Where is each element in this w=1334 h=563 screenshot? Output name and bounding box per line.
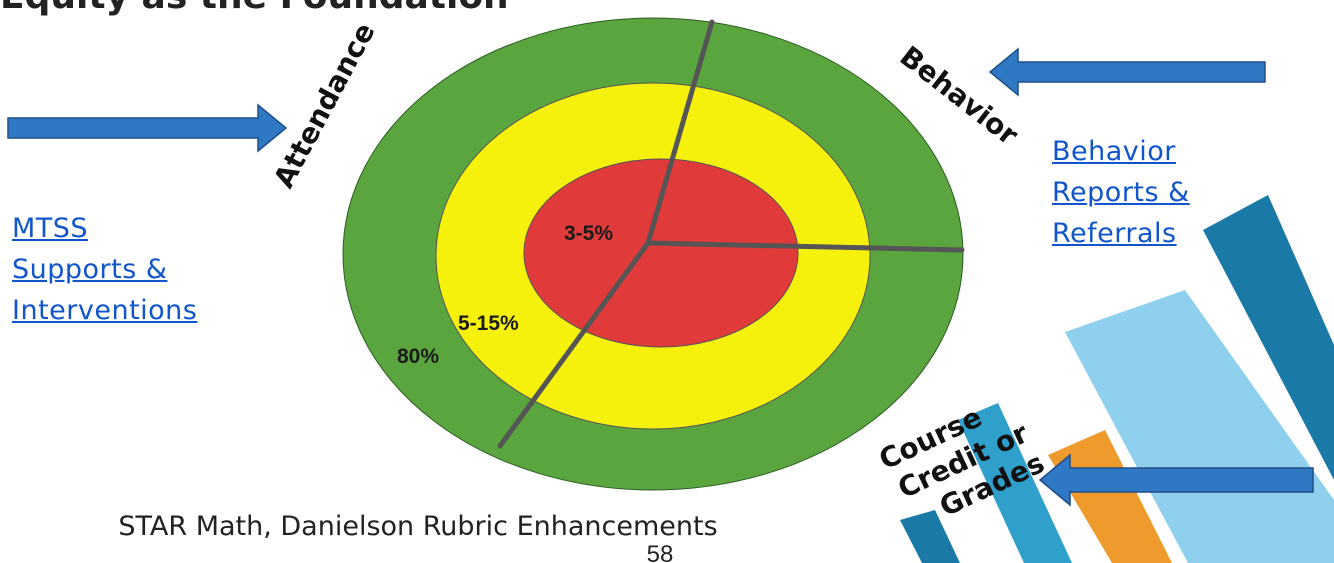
behavior-link[interactable]: Behavior Reports & Referrals bbox=[1052, 131, 1190, 254]
link-line[interactable]: Referrals bbox=[1052, 213, 1190, 254]
tier-label: 3-5% bbox=[564, 222, 613, 245]
link-line[interactable]: MTSS bbox=[12, 208, 197, 249]
link-line[interactable]: Interventions bbox=[12, 290, 197, 331]
page-number: 58 bbox=[647, 541, 674, 563]
tier-label: 5-15% bbox=[458, 312, 519, 335]
tier-label: 80% bbox=[397, 345, 439, 368]
title: Equity as the Foundation bbox=[0, 0, 509, 17]
inner-ring bbox=[524, 159, 798, 347]
footer-text: STAR Math, Danielson Rubric Enhancements bbox=[118, 511, 717, 542]
link-line[interactable]: Behavior bbox=[1052, 131, 1190, 172]
link-line[interactable]: Reports & bbox=[1052, 172, 1190, 213]
link-line[interactable]: Supports & bbox=[12, 249, 197, 290]
mtss-link[interactable]: MTSS Supports & Interventions bbox=[12, 208, 197, 331]
slide: Equity as the Foundation 3-5% 5-15% 80% … bbox=[0, 0, 1334, 563]
diagram: Equity as the Foundation 3-5% 5-15% 80% … bbox=[0, 0, 1334, 563]
